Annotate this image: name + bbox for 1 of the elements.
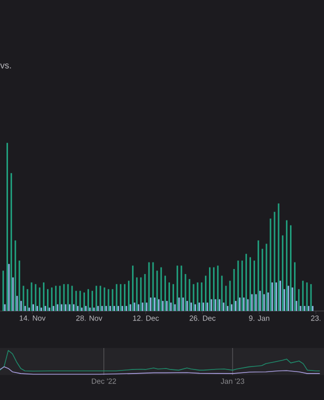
chart-subtitle: vs. [0, 64, 11, 68]
